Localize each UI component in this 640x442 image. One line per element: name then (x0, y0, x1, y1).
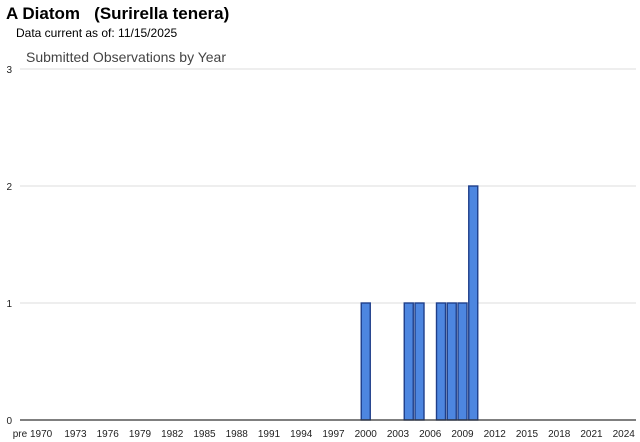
x-tick-label-pre-1970: pre 1970 (13, 429, 53, 440)
bars (360, 185, 479, 421)
bar-2000 (360, 302, 371, 421)
data-current-note: Data current as of: 11/15/2025 (16, 26, 178, 40)
y-tick-labels: 0 1 2 3 (6, 65, 12, 427)
x-tick-label-1973: 1973 (64, 429, 87, 440)
x-tick-label-1994: 1994 (290, 429, 313, 440)
bar-2007 (435, 302, 447, 421)
species-scientific-name: (Surirella tenera) (94, 4, 230, 23)
x-tick-label-2024: 2024 (613, 429, 636, 440)
x-tick-label-1985: 1985 (193, 429, 216, 440)
x-tick-label-2012: 2012 (484, 429, 507, 440)
bar-2010 (468, 185, 479, 421)
species-common-name: A Diatom (6, 4, 80, 23)
x-tick-label-1988: 1988 (226, 429, 249, 440)
y-tick-label-3: 3 (6, 65, 12, 76)
x-tick-label-1979: 1979 (129, 429, 152, 440)
y-tick-label-1: 1 (6, 299, 12, 310)
x-tick-label-2006: 2006 (419, 429, 442, 440)
grid-lines (20, 68, 636, 304)
x-tick-label-1976: 1976 (97, 429, 120, 440)
bar-2009 (457, 302, 468, 421)
chart-title: Submitted Observations by Year (26, 49, 227, 65)
y-tick-label-0: 0 (6, 416, 12, 427)
y-tick-label-2: 2 (6, 182, 12, 193)
x-tick-label-2009: 2009 (451, 429, 474, 440)
x-tick-label-2018: 2018 (548, 429, 571, 440)
bar-2005 (414, 302, 425, 421)
species-title: A Diatom (Surirella tenera) (6, 4, 229, 24)
x-tick-label-2003: 2003 (387, 429, 410, 440)
x-tick-label-2021: 2021 (580, 429, 603, 440)
bar-2004 (403, 302, 414, 421)
bar-2008 (446, 302, 457, 421)
x-tick-labels: pre 1970 1973 1976 1979 1982 1985 1988 1991 1994… (13, 429, 636, 440)
x-tick-label-2000: 2000 (355, 429, 378, 440)
x-tick-label-1982: 1982 (161, 429, 184, 440)
x-tick-label-2015: 2015 (516, 429, 539, 440)
x-tick-label-1997: 1997 (322, 429, 345, 440)
x-tick-label-1991: 1991 (258, 429, 281, 440)
